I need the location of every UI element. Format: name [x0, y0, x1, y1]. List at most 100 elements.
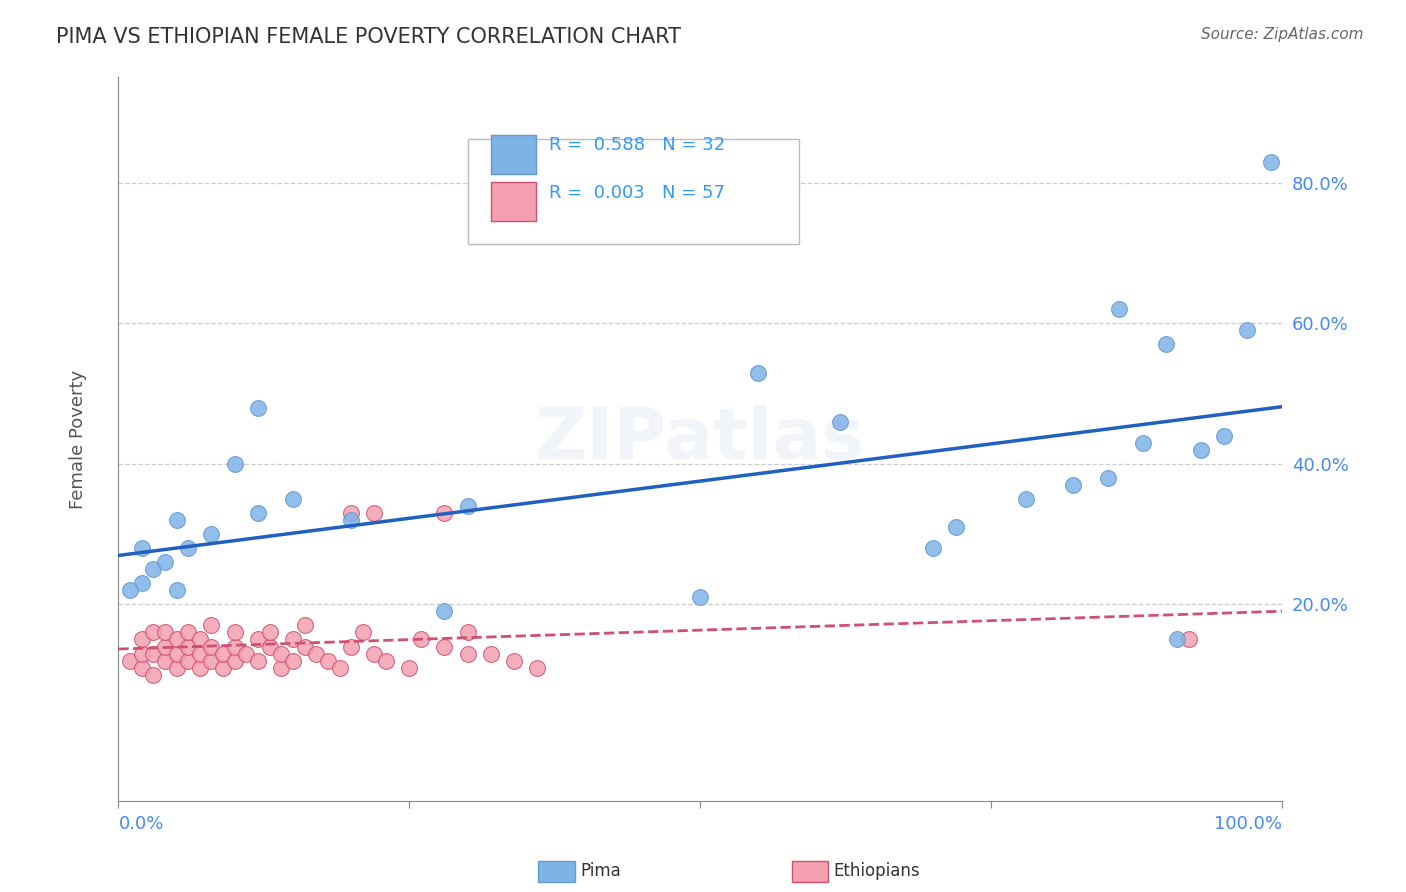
Point [281, 654, 304, 668]
Point [247, 401, 270, 415]
Point [281, 632, 304, 647]
Point [1097, 471, 1119, 485]
Point [131, 576, 153, 591]
Point [433, 640, 456, 654]
Point [340, 506, 363, 520]
Point [224, 654, 246, 668]
Point [433, 604, 456, 618]
Point [166, 660, 188, 674]
Point [247, 632, 270, 647]
FancyBboxPatch shape [491, 182, 536, 220]
Point [305, 647, 328, 661]
Point [131, 541, 153, 556]
Point [177, 625, 200, 640]
Point [1062, 478, 1084, 492]
Point [177, 654, 200, 668]
Point [188, 632, 211, 647]
Point [747, 366, 769, 380]
Point [270, 660, 292, 674]
Point [1015, 491, 1038, 506]
Point [281, 491, 304, 506]
Point [409, 632, 432, 647]
Text: R =  0.588   N = 32: R = 0.588 N = 32 [548, 136, 725, 153]
Point [433, 506, 456, 520]
Point [828, 415, 851, 429]
Point [1260, 154, 1282, 169]
Point [212, 647, 235, 661]
Point [294, 640, 316, 654]
Point [1189, 442, 1212, 457]
Point [503, 654, 526, 668]
Point [131, 632, 153, 647]
Point [153, 640, 176, 654]
Point [153, 555, 176, 569]
Point [142, 625, 165, 640]
Point [1108, 302, 1130, 317]
Point [1166, 632, 1188, 647]
Point [212, 660, 235, 674]
Point [166, 647, 188, 661]
Point [328, 660, 350, 674]
Text: Source: ZipAtlas.com: Source: ZipAtlas.com [1201, 27, 1364, 42]
Point [153, 625, 176, 640]
Point [340, 640, 363, 654]
Point [457, 499, 479, 513]
Point [224, 625, 246, 640]
Point [316, 654, 339, 668]
Text: ZIPatlas: ZIPatlas [536, 405, 865, 474]
Point [945, 520, 967, 534]
Point [118, 583, 141, 598]
Point [294, 618, 316, 632]
Point [1154, 337, 1177, 351]
Point [200, 640, 222, 654]
Text: PIMA VS ETHIOPIAN FEMALE POVERTY CORRELATION CHART: PIMA VS ETHIOPIAN FEMALE POVERTY CORRELA… [56, 27, 682, 46]
Point [1213, 428, 1236, 442]
Point [200, 618, 222, 632]
Text: R =  0.003   N = 57: R = 0.003 N = 57 [548, 185, 725, 202]
Point [1178, 632, 1201, 647]
Point [200, 527, 222, 541]
Point [224, 457, 246, 471]
Point [188, 660, 211, 674]
Point [340, 513, 363, 527]
Point [457, 625, 479, 640]
Point [118, 654, 141, 668]
Point [363, 506, 385, 520]
Text: 0.0%: 0.0% [118, 815, 163, 833]
Point [259, 625, 281, 640]
Point [922, 541, 945, 556]
Point [398, 660, 420, 674]
Point [177, 640, 200, 654]
Point [166, 583, 188, 598]
Text: Ethiopians: Ethiopians [834, 863, 921, 880]
Point [142, 667, 165, 681]
Text: Female Poverty: Female Poverty [69, 369, 87, 508]
Point [131, 660, 153, 674]
Point [131, 647, 153, 661]
Point [142, 562, 165, 576]
Text: Pima: Pima [581, 863, 621, 880]
Point [1132, 435, 1154, 450]
Text: 100.0%: 100.0% [1215, 815, 1282, 833]
Point [363, 647, 385, 661]
FancyBboxPatch shape [491, 135, 536, 174]
Point [247, 654, 270, 668]
FancyBboxPatch shape [468, 139, 799, 244]
Point [235, 647, 257, 661]
Point [188, 647, 211, 661]
Point [142, 647, 165, 661]
Point [224, 640, 246, 654]
Point [177, 541, 200, 556]
Point [689, 591, 711, 605]
Point [247, 506, 270, 520]
Point [526, 660, 548, 674]
Point [153, 654, 176, 668]
Point [1236, 323, 1258, 337]
Point [166, 632, 188, 647]
Point [375, 654, 398, 668]
Point [457, 647, 479, 661]
Point [200, 654, 222, 668]
Point [166, 513, 188, 527]
Point [270, 647, 292, 661]
Point [259, 640, 281, 654]
